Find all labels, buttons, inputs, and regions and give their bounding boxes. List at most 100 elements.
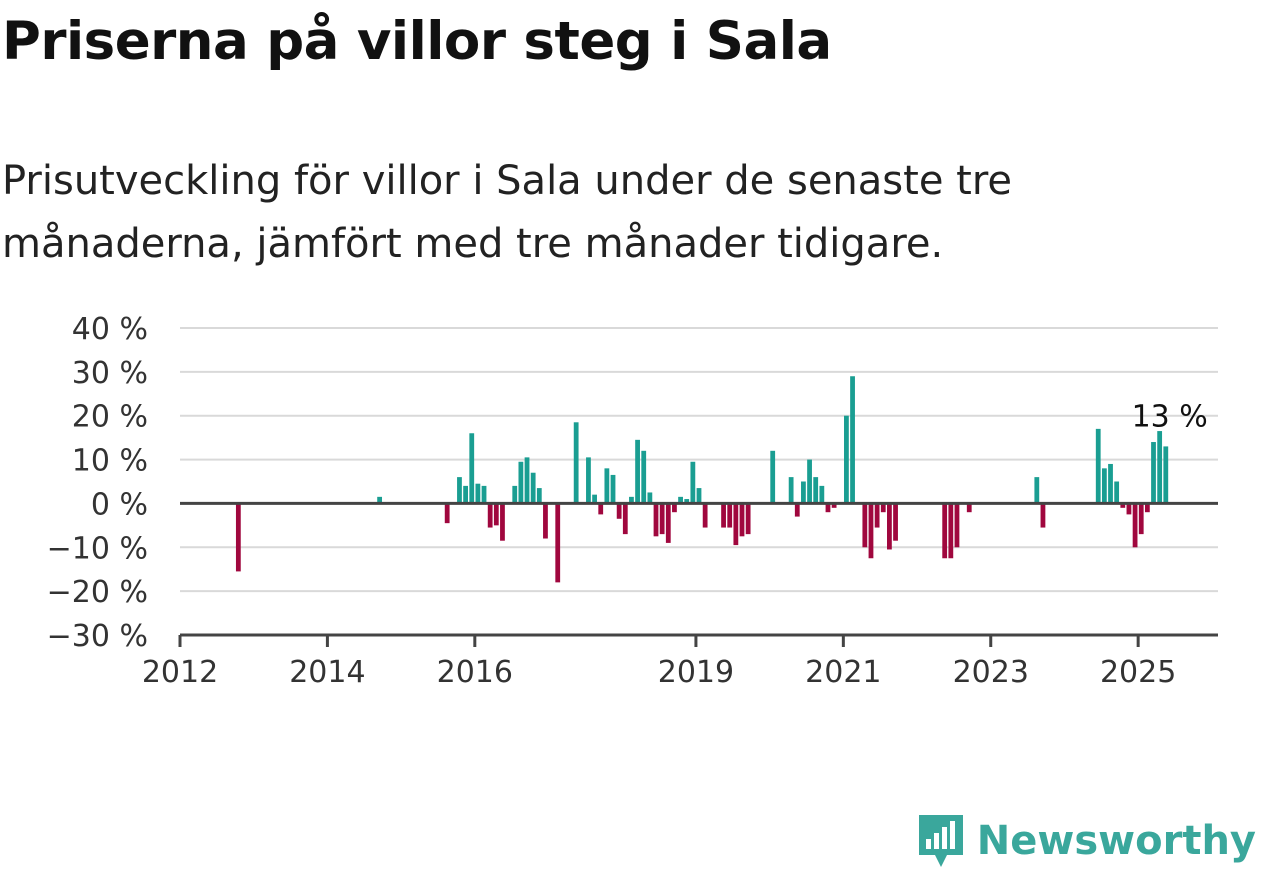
bar [629, 496, 634, 504]
bar [727, 503, 733, 528]
bar [647, 492, 653, 504]
bar [1095, 428, 1101, 504]
x-tick-label: 2012 [142, 655, 218, 690]
bar [530, 472, 536, 504]
bar [512, 485, 518, 504]
bar [844, 415, 849, 504]
bar [444, 503, 450, 524]
bar [893, 503, 898, 541]
y-tick-label: −30 % [47, 619, 148, 654]
bar [801, 481, 806, 504]
bar [1151, 442, 1156, 504]
bar [807, 459, 812, 504]
bar [862, 503, 868, 548]
y-tick-label: 30 % [72, 356, 148, 391]
bar [635, 439, 640, 504]
bar [788, 477, 794, 504]
bar [1138, 503, 1144, 535]
bar [1120, 503, 1126, 508]
bar [1126, 503, 1132, 515]
bar [948, 503, 954, 559]
x-tick-label: 2021 [805, 655, 881, 690]
bar [475, 483, 481, 504]
bar [555, 503, 561, 583]
y-tick-label: 40 % [72, 312, 148, 347]
bar [887, 503, 892, 550]
bar [745, 503, 751, 535]
x-tick-label: 2014 [289, 655, 365, 690]
bar [1163, 446, 1169, 504]
tick-labels: 40 % 30 % 20 % 10 % 0 % −10 % −20 % −30 %2012 20… [47, 312, 1208, 690]
bar [622, 503, 628, 535]
bar [868, 503, 874, 559]
bar [1132, 503, 1138, 548]
bar [684, 499, 690, 504]
bar [880, 503, 886, 513]
bar [659, 503, 665, 535]
bar [641, 450, 647, 504]
y-tick-label: 10 % [72, 444, 148, 479]
last-value-label: 13 % [1132, 399, 1208, 434]
x-tick-label: 2019 [658, 655, 734, 690]
bar [850, 376, 855, 504]
bar [1114, 481, 1120, 504]
bar [1144, 503, 1150, 513]
bar [610, 474, 616, 504]
bar [690, 461, 696, 504]
x-tick-label: 2016 [437, 655, 513, 690]
bar [598, 503, 604, 515]
bar [604, 468, 610, 504]
bar [500, 503, 505, 541]
bar [819, 485, 825, 504]
bar [463, 485, 468, 504]
bar [665, 503, 671, 543]
bar [1157, 431, 1163, 504]
bar [586, 457, 591, 504]
y-tick-label: 0 % [91, 487, 148, 522]
grid-lines [180, 327, 1218, 593]
bar [536, 488, 542, 504]
bars [235, 376, 1169, 583]
chart-subtitle: Prisutveckling för villor i Sala under d… [2, 158, 1012, 267]
bar [966, 503, 972, 513]
y-tick-label: −10 % [47, 531, 148, 566]
bar [794, 503, 800, 517]
bar [1040, 503, 1046, 528]
bar [702, 503, 708, 528]
bar [543, 503, 548, 539]
bar [653, 503, 659, 537]
logo-text: Newsworthy [976, 818, 1256, 864]
y-tick-label: 20 % [72, 400, 148, 435]
bar [235, 503, 241, 572]
bar [733, 503, 739, 546]
bar [469, 433, 475, 504]
bar [954, 503, 960, 548]
bar [942, 503, 948, 559]
bar [573, 422, 579, 504]
bar [377, 496, 383, 504]
bar [696, 488, 702, 504]
chart-title: Priserna på villor steg i Sala [2, 11, 832, 72]
bar [457, 477, 462, 504]
bar-chart: 40 % 30 % 20 % 10 % 0 % −10 % −20 % −30 %2012 20… [47, 312, 1218, 690]
bar [616, 503, 622, 519]
axes [178, 501, 1218, 647]
x-tick-label: 2023 [953, 655, 1029, 690]
bar [1108, 463, 1113, 504]
bar [487, 503, 493, 528]
bar [592, 494, 597, 504]
bar [770, 450, 776, 504]
bar [524, 457, 530, 504]
bar [1034, 477, 1040, 504]
bar [678, 496, 683, 504]
bar [825, 503, 831, 513]
bar [874, 503, 880, 528]
bar [493, 503, 499, 526]
bar [739, 503, 745, 537]
newsworthy-chart-badge-icon [918, 815, 963, 867]
newsworthy-logo: Newsworthy [915, 811, 1256, 871]
bar [518, 461, 524, 504]
bar [1101, 468, 1107, 504]
y-tick-label: −20 % [47, 575, 148, 610]
bar [672, 503, 677, 513]
